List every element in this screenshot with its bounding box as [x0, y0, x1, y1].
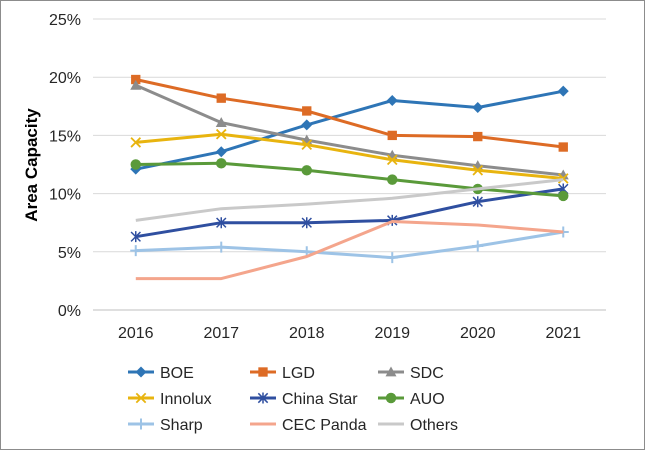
legend-item-boe: BOE [128, 365, 194, 382]
legend-marker [257, 392, 269, 404]
series-line [135, 161, 564, 198]
data-point [216, 93, 226, 103]
data-point [215, 128, 227, 140]
x-tick-label: 2019 [374, 325, 410, 342]
data-point [557, 173, 569, 184]
data-point [301, 119, 313, 131]
series-line [135, 132, 564, 180]
legend-marker [258, 367, 268, 377]
x-tick-label: 2017 [203, 325, 239, 342]
data-point [215, 117, 227, 127]
legend-label: Innolux [160, 391, 212, 408]
series-line [135, 89, 564, 171]
data-point [130, 159, 141, 170]
data-point [472, 101, 484, 113]
data-point [130, 79, 142, 90]
series-line [135, 178, 564, 222]
legend-label: CEC Panda [282, 417, 367, 434]
legend-item-innolux: Innolux [128, 391, 212, 408]
y-tick-label: 0% [58, 303, 81, 320]
legend: BOE LGD SDC Innolux China Star AUO Sharp CEC Pa… [128, 365, 458, 434]
legend-label: Sharp [160, 417, 203, 434]
data-point [216, 217, 227, 229]
data-point [130, 137, 142, 148]
legend-label: China Star [282, 391, 358, 408]
series-sharp [130, 226, 569, 264]
data-point [472, 240, 484, 252]
data-point [215, 241, 227, 253]
x-tick-label: 2016 [118, 325, 154, 342]
data-point [302, 106, 312, 116]
series-innolux [130, 128, 569, 184]
y-axis-label: Area Capacity [22, 108, 41, 222]
legend-item-china-star: China Star [250, 391, 358, 408]
series-line [135, 187, 564, 239]
series-lgd [131, 74, 568, 152]
legend-label: LGD [282, 365, 315, 382]
legend-marker [385, 392, 397, 404]
y-tick-label: 25% [49, 12, 81, 29]
y-tick-label: 20% [49, 70, 81, 87]
legend-item-lgd: LGD [250, 365, 315, 382]
data-point [387, 130, 397, 141]
y-tick-label: 15% [49, 128, 81, 145]
data-point [472, 196, 483, 208]
data-point [216, 158, 227, 169]
legend-marker [135, 366, 147, 378]
series-boe [130, 85, 569, 175]
series-cec-panda [135, 220, 564, 281]
y-tick-label: 10% [49, 187, 81, 204]
legend-label: Others [410, 417, 458, 434]
series-auo [130, 158, 569, 202]
legend-item-sdc: SDC [378, 365, 444, 382]
series-line [135, 78, 564, 149]
legend-item-auo: AUO [378, 391, 445, 408]
series-others [135, 178, 564, 222]
x-axis-ticks: 2016 2017 2018 2019 2020 2021 [118, 325, 581, 342]
data-point [215, 146, 227, 158]
legend-marker [135, 418, 147, 430]
x-tick-label: 2021 [545, 325, 581, 342]
data-point [472, 165, 484, 176]
data-point [386, 154, 398, 166]
legend-item-sharp: Sharp [128, 417, 203, 434]
data-point [557, 85, 569, 97]
series-china-star [130, 183, 569, 243]
y-tick-label: 5% [58, 245, 81, 262]
legend-item-cec-panda: CEC Panda [250, 417, 367, 434]
legend-marker [135, 392, 147, 404]
data-point [301, 139, 313, 151]
x-tick-label: 2020 [460, 325, 496, 342]
series-group [130, 74, 569, 281]
series-line [135, 220, 564, 281]
data-point [131, 74, 141, 85]
data-point [387, 174, 398, 185]
data-point [386, 94, 398, 106]
legend-label: SDC [410, 365, 444, 382]
series-line [135, 83, 564, 177]
series-line [135, 230, 564, 260]
legend-label: AUO [410, 391, 445, 408]
data-point [130, 245, 142, 257]
data-point [130, 231, 141, 243]
legend-item-others: Others [378, 417, 458, 434]
legend-label: BOE [160, 365, 194, 382]
data-point [301, 165, 312, 176]
data-point [558, 142, 568, 152]
data-point [386, 252, 398, 264]
data-point [301, 217, 312, 229]
y-axis-ticks: 0% 5% 10% 15% 20% 25% [49, 12, 81, 320]
legend-marker [385, 366, 397, 377]
x-tick-label: 2018 [289, 325, 325, 342]
data-point [558, 190, 569, 202]
data-point [473, 131, 483, 142]
